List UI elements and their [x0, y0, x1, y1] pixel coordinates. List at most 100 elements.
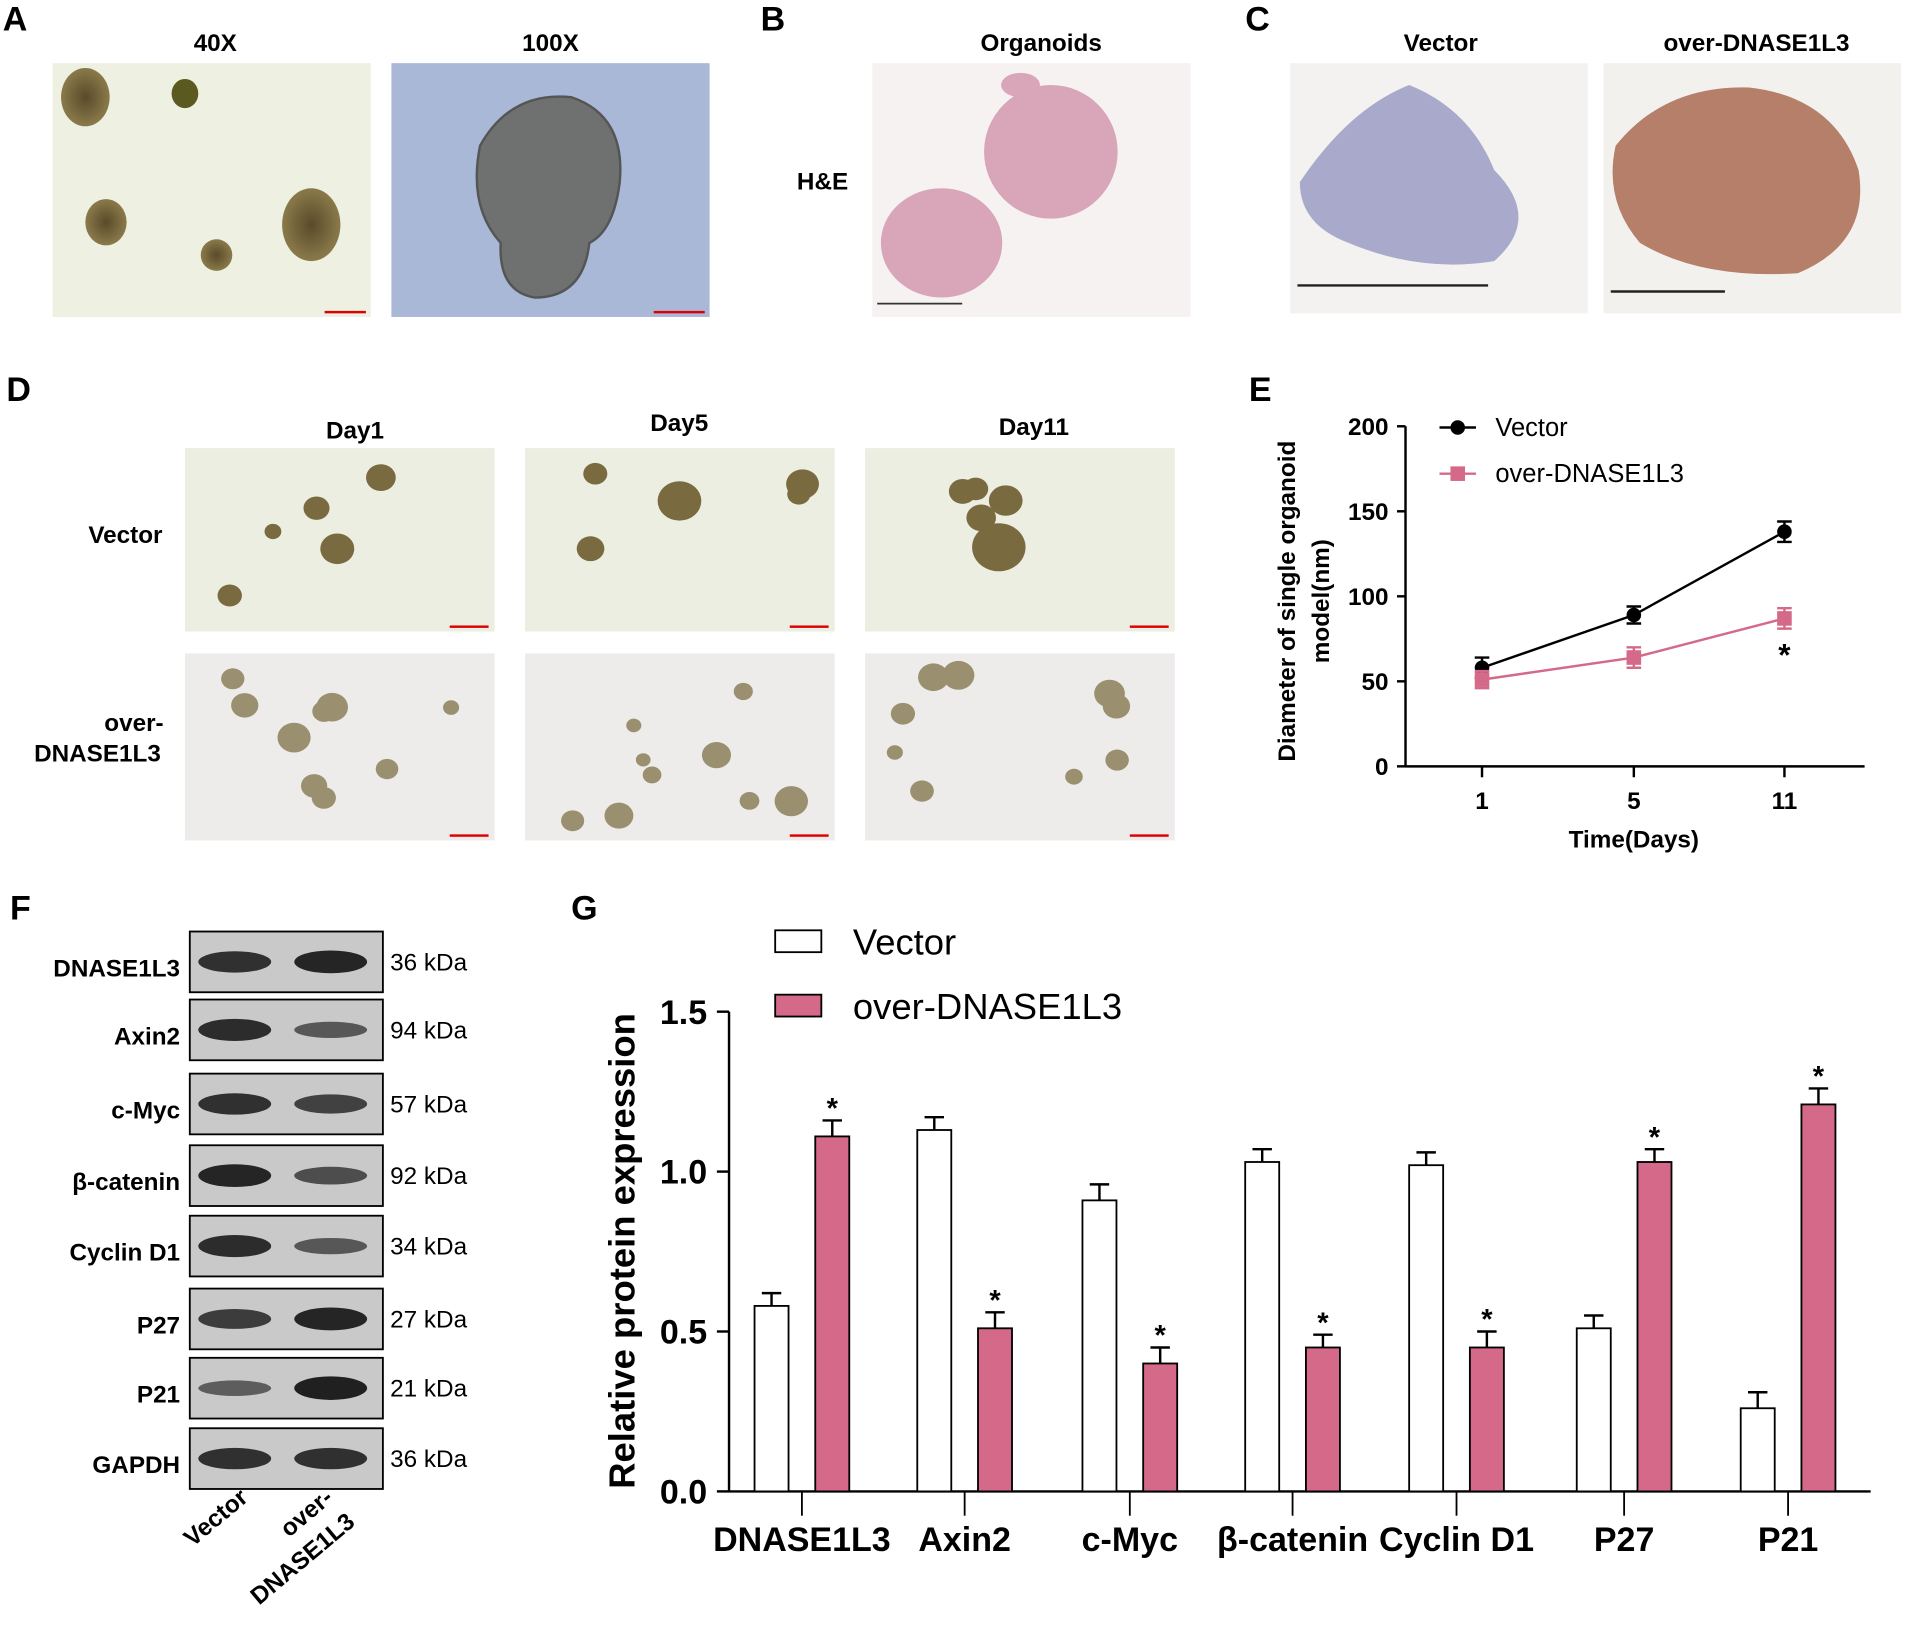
scale-bar: [1129, 834, 1169, 837]
organoid: [583, 462, 608, 485]
panel-label-g: G: [571, 889, 597, 927]
blot-size-label: 36 kDa: [390, 1446, 467, 1473]
x-tick-label: P27: [1594, 1521, 1655, 1559]
panel-d-row-over: over-: [104, 710, 163, 737]
line-legend: Vector over-DNASE1L3: [1439, 414, 1684, 488]
blot-size-label: 57 kDa: [390, 1091, 467, 1118]
micrograph-day: [865, 653, 1175, 841]
y-tick-label: 50: [1362, 669, 1389, 696]
error-bar: [1477, 1330, 1497, 1348]
panel-c-title-over: over-DNASE1L3: [1663, 30, 1849, 57]
data-point-vector: [1777, 524, 1792, 539]
bar-over: [1800, 1103, 1837, 1493]
organoid: [221, 668, 245, 690]
blot-lane-vector: Vector: [179, 1483, 254, 1552]
data-point-vector: [1626, 607, 1642, 623]
bar-vector: [753, 1304, 790, 1493]
legend-marker-vector: [1450, 420, 1466, 435]
organoid: [918, 663, 949, 692]
organoid: [264, 523, 282, 540]
panel-label-d: D: [6, 371, 31, 409]
bar-legend-over: over-DNASE1L3: [853, 986, 1122, 1027]
bar-legend-vector: Vector: [853, 922, 956, 963]
he-stain-image: [872, 63, 1191, 317]
blot-band: [198, 1164, 272, 1188]
blot-band: [294, 950, 368, 974]
blot-size-label: 94 kDa: [390, 1017, 467, 1044]
day-micrograph-grid: [184, 448, 1175, 841]
bar-vector: [1081, 1199, 1118, 1493]
bar-over: [1142, 1362, 1179, 1493]
legend-swatch-over: [774, 993, 823, 1018]
legend-swatch-vector: [774, 929, 823, 954]
significance-mark: *: [1481, 1304, 1493, 1336]
organoid: [966, 504, 996, 532]
panel-label-f: F: [10, 889, 31, 927]
bar-legend: Vector over-DNASE1L3: [774, 922, 1122, 1027]
x-tick-label: 11: [1772, 788, 1798, 815]
significance-mark: *: [1813, 1061, 1825, 1093]
blot-protein-label: DNASE1L3: [53, 955, 180, 982]
blot-band: [198, 1447, 272, 1470]
organoid: [988, 485, 1023, 516]
panel-b-row-label: H&E: [797, 168, 848, 195]
organoid: [561, 810, 585, 832]
panel-label-a: A: [3, 0, 28, 38]
error-bar: [1150, 1346, 1170, 1364]
blot-size-label: 92 kDa: [390, 1163, 467, 1190]
blot-band: [198, 1235, 272, 1258]
scale-bar: [1129, 625, 1169, 628]
y-tick-label: 1.5: [660, 994, 707, 1032]
panel-c-title-vector: Vector: [1404, 30, 1479, 57]
y-tick-label: 100: [1348, 584, 1389, 611]
significance-mark: *: [1649, 1122, 1661, 1154]
organoid: [277, 722, 311, 753]
western-blot: DNASE1L3 36 kDa Axin2 94 kDa c-Myc 57 kDa β-ca…: [53, 930, 468, 1490]
x-tick-label: c-Myc: [1082, 1521, 1178, 1559]
organoid: [657, 481, 702, 521]
bar-over: [1305, 1346, 1341, 1493]
panel-d-col-day11: Day11: [999, 414, 1069, 441]
organoid: [320, 533, 355, 565]
organoid: [217, 584, 242, 607]
bar-over: [814, 1135, 851, 1493]
y-tick-label: 0.0: [660, 1474, 707, 1512]
blot-protein-label: Axin2: [114, 1023, 180, 1050]
significance-mark: *: [1778, 637, 1791, 673]
blot-band: [198, 1018, 272, 1041]
organoid: [963, 477, 989, 501]
organoid: [1065, 768, 1083, 785]
error-bar: [1416, 1151, 1436, 1166]
blot-protein-label: P27: [137, 1313, 180, 1340]
error-bar: [1747, 1391, 1768, 1409]
organoid: [1094, 679, 1125, 708]
error-bar: [1584, 1314, 1604, 1329]
panel-label-e: E: [1249, 371, 1272, 409]
scale-bar: [789, 625, 829, 628]
organoid: [576, 536, 605, 562]
error-bar: [1252, 1147, 1272, 1162]
ihc-over-image: [1603, 63, 1902, 314]
organoid: [604, 802, 634, 829]
blot-band: [198, 1093, 272, 1115]
panel-d-col-day1: Day1: [326, 417, 384, 444]
blot-band: [294, 1376, 368, 1400]
x-tick-label: P21: [1758, 1521, 1819, 1559]
blot-size-label: 34 kDa: [390, 1234, 467, 1261]
bar-ylabel: Relative protein expression: [601, 1013, 642, 1489]
line-legend-vector: Vector: [1495, 414, 1568, 442]
y-tick-label: 150: [1348, 499, 1389, 526]
data-point-over: [1474, 672, 1490, 687]
organoid: [642, 766, 662, 784]
organoid: [311, 786, 336, 809]
blot-protein-label: GAPDH: [92, 1452, 180, 1479]
x-tick-label: β-catenin: [1217, 1521, 1368, 1559]
bar-over: [1468, 1346, 1505, 1493]
blot-protein-label: Cyclin D1: [69, 1240, 180, 1267]
data-point-over: [1777, 611, 1792, 626]
line-ylabel-2: model(nm): [1308, 539, 1335, 663]
y-tick-label: 0: [1375, 754, 1389, 781]
blot-band: [294, 1094, 368, 1114]
organoid: [942, 660, 975, 690]
